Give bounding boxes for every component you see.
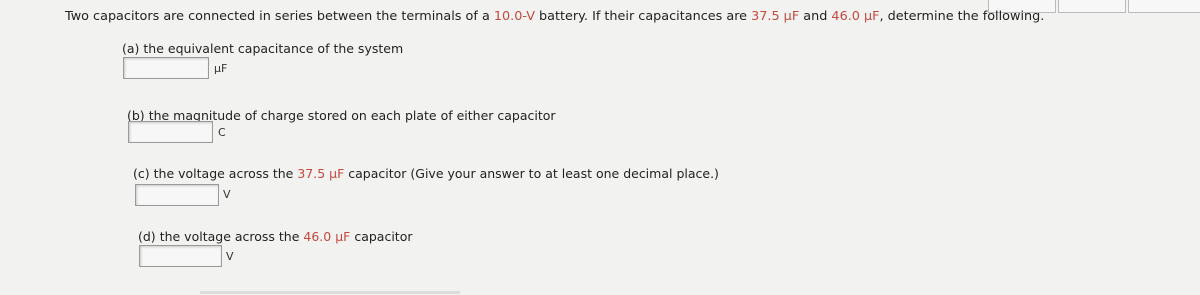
part-d: (d) the voltage across the 46.0 μF capac…	[138, 229, 412, 244]
part-label: (c)	[133, 166, 150, 181]
part-b: (b) the magnitude of charge stored on ea…	[127, 108, 556, 123]
unit: C	[218, 126, 226, 139]
unit: V	[223, 188, 231, 201]
part-text: capacitor (Give your answer to at least …	[344, 166, 719, 181]
part-text: capacitor	[350, 229, 413, 244]
divider	[200, 291, 460, 294]
answer-input[interactable]	[123, 57, 209, 79]
question-text: Two capacitors are connected in series b…	[65, 9, 1044, 24]
part-label: (d)	[138, 229, 156, 244]
part-c: (c) the voltage across the 37.5 μF capac…	[133, 166, 719, 181]
answer-input[interactable]	[128, 121, 213, 143]
corner-panel	[1058, 0, 1126, 13]
part-label: (a)	[122, 41, 140, 56]
part-text: the equivalent capacitance of the system	[143, 41, 404, 56]
text: battery. If their capacitances are	[534, 9, 752, 24]
highlight: 46.0 μF	[303, 229, 351, 244]
part-label: (b)	[127, 108, 145, 123]
text: , determine the following.	[879, 9, 1045, 24]
part-text: the voltage across the	[153, 166, 298, 181]
text: Two capacitors are connected in series b…	[65, 9, 494, 24]
unit: μF	[214, 62, 228, 75]
highlight: 46.0 μF	[831, 9, 880, 24]
answer-input[interactable]	[139, 245, 222, 267]
highlight: 37.5 μF	[751, 9, 800, 24]
part-a: (a) the equivalent capacitance of the sy…	[122, 41, 403, 56]
highlight: 10.0-V	[493, 9, 535, 24]
part-text: the voltage across the	[159, 229, 304, 244]
corner-panel	[1128, 0, 1200, 13]
unit: V	[226, 250, 234, 263]
highlight: 37.5 μF	[297, 166, 345, 181]
answer-input[interactable]	[135, 184, 219, 206]
part-text: the magnitude of charge stored on each p…	[148, 108, 556, 123]
corner-panel	[988, 0, 1056, 13]
text: and	[799, 9, 832, 24]
